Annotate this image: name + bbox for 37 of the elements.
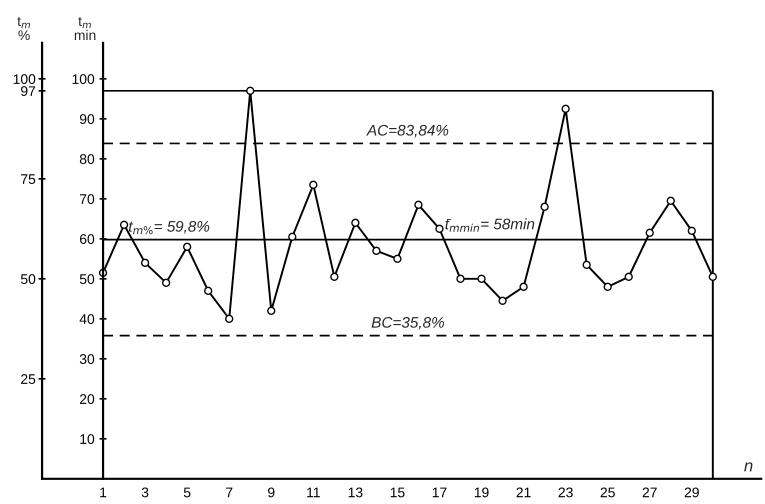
x-tick-label: 23 xyxy=(558,488,573,498)
y-axis-title: t$_{m}$ min xyxy=(74,16,96,40)
ref-line-label: t$_{m%}$= 59,8% xyxy=(128,220,210,234)
ref-line-label: BC=35,8% xyxy=(372,316,444,330)
y-tick-label: 80 xyxy=(80,154,94,164)
y-tick-label: 40 xyxy=(80,314,94,324)
x-tick-label: 17 xyxy=(432,488,446,498)
y-tick-label: 30 xyxy=(80,354,94,364)
x-tick-label: 5 xyxy=(184,488,190,498)
x-tick-label: 9 xyxy=(268,488,274,498)
y2-tick-label: 100 xyxy=(14,74,36,84)
ref-line-label: AC=83,84% xyxy=(366,124,448,138)
y-tick-label: 50 xyxy=(80,274,94,284)
y-tick-label: 100 xyxy=(72,74,94,84)
x-tick-label: 21 xyxy=(516,488,531,498)
annotation: t̄$_{mmin}$= 58min xyxy=(445,218,534,232)
x-tick-label: 3 xyxy=(142,488,148,498)
y-tick-label: 20 xyxy=(80,394,94,404)
x-tick-label: 7 xyxy=(226,488,232,498)
y2-tick-label: 97 xyxy=(21,86,36,96)
x-tick-label: 13 xyxy=(348,488,362,498)
y2-tick-label: 25 xyxy=(21,374,36,384)
y-tick-label: 10 xyxy=(80,434,94,444)
y-tick-label: 60 xyxy=(80,234,94,244)
y2-tick-label: 75 xyxy=(21,174,36,184)
x-tick-label: 19 xyxy=(474,488,489,498)
x-tick-label: 27 xyxy=(642,488,657,498)
x-tick-label: 11 xyxy=(307,488,320,498)
x-axis-title: n xyxy=(744,462,752,472)
y2-tick-label: 50 xyxy=(20,274,36,284)
x-tick-label: 15 xyxy=(390,488,405,498)
y-tick-label: 90 xyxy=(80,114,94,124)
y-tick-label: 70 xyxy=(80,194,94,204)
y2-axis-title: t$_{m}$ % xyxy=(17,16,30,40)
x-tick-label: 25 xyxy=(600,488,615,498)
x-tick-label: 1 xyxy=(100,488,106,498)
x-tick-label: 29 xyxy=(684,488,699,498)
